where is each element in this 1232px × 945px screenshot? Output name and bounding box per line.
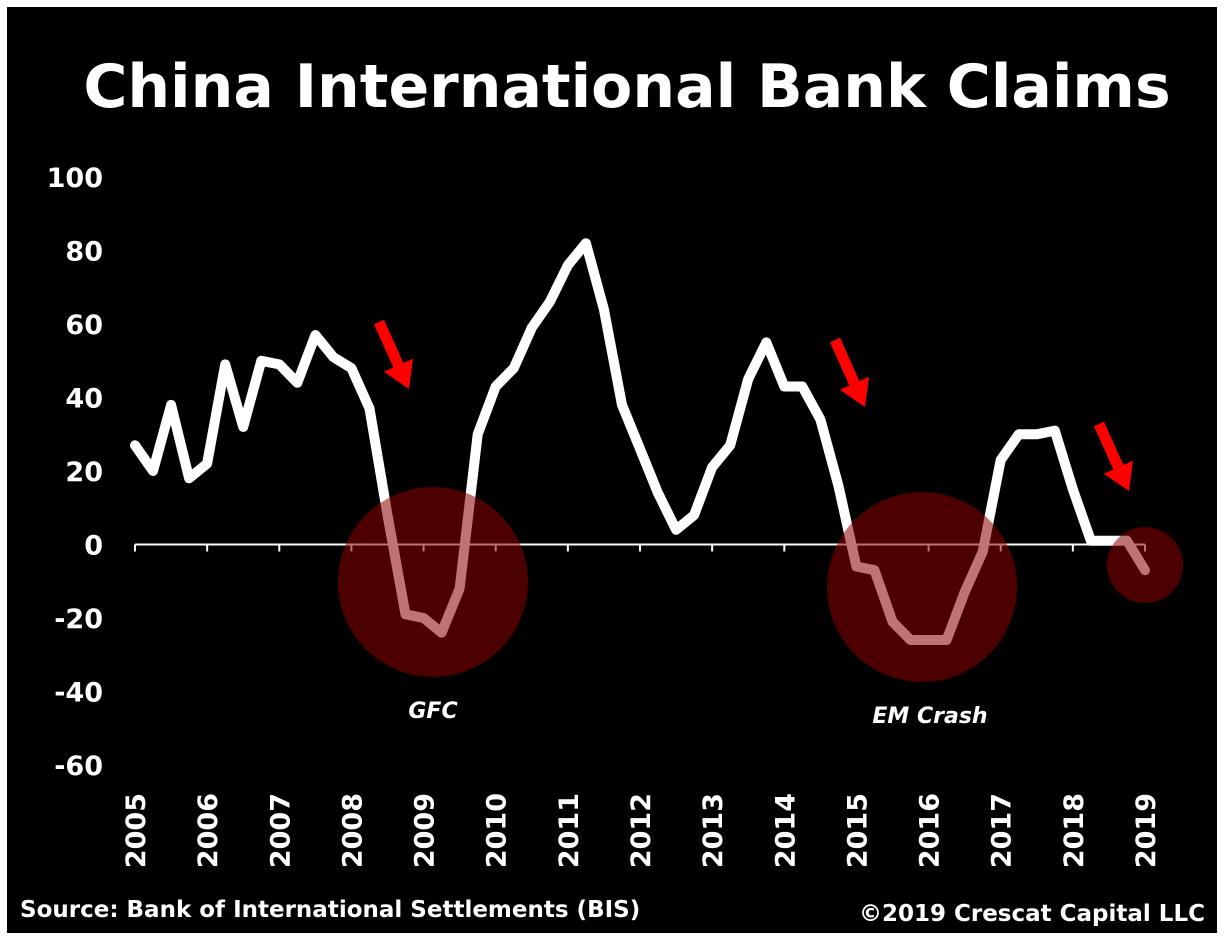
y-axis-ticks: 100 80 60 40 20 0 -20 -40 -60 (47, 163, 103, 782)
chart-title: China International Bank Claims (83, 52, 1170, 122)
down-arrow-icon (1093, 421, 1133, 491)
y-tick-label: 100 (47, 163, 103, 194)
x-tick-label: 2010 (482, 793, 513, 868)
x-tick-label: 2011 (554, 793, 585, 868)
y-tick-label: -40 (54, 678, 103, 709)
x-tick-label: 2007 (265, 793, 296, 868)
crash-highlights (338, 487, 1183, 682)
y-tick-label: -20 (54, 604, 103, 635)
x-tick-label: 2019 (1131, 793, 1162, 868)
highlight-circle-gfc (338, 487, 528, 677)
annotation-em-crash: EM Crash (872, 704, 987, 729)
x-tick-label: 2013 (698, 793, 729, 868)
highlight-circle-em-crash (827, 492, 1017, 682)
chart-frame: China International Bank Claims 100 80 60 4… (7, 7, 1217, 933)
x-axis-ticks: 2005 2006 2007 2008 2009 2010 2011 2012 2013 2014… (121, 793, 1162, 868)
down-arrow-icon (373, 319, 413, 389)
x-tick-label: 2014 (770, 793, 801, 868)
highlight-circle-2019 (1107, 527, 1183, 603)
source-note: Source: Bank of International Settlement… (20, 897, 640, 923)
copyright-note: ©2019 Crescat Capital LLC (859, 901, 1205, 927)
y-tick-label: 0 (84, 531, 103, 562)
x-tick-label: 2017 (987, 793, 1018, 868)
x-tick-label: 2006 (193, 793, 224, 868)
y-tick-label: 20 (65, 457, 103, 488)
chart-canvas: China International Bank Claims 100 80 60 4… (20, 52, 1205, 927)
x-tick-label: 2016 (915, 793, 946, 868)
down-arrows (373, 319, 1133, 491)
y-tick-label: 60 (65, 310, 103, 341)
x-tick-label: 2015 (842, 793, 873, 868)
x-tick-label: 2005 (121, 793, 152, 868)
x-tick-label: 2008 (337, 793, 368, 868)
x-tick-label: 2009 (410, 793, 441, 868)
y-tick-label: 80 (65, 237, 103, 268)
y-tick-label: 40 (65, 384, 103, 415)
y-tick-label: -60 (54, 751, 103, 782)
x-tick-label: 2012 (626, 793, 657, 868)
x-tick-label: 2018 (1059, 793, 1090, 868)
down-arrow-icon (829, 337, 869, 407)
annotation-gfc: GFC (408, 699, 457, 724)
